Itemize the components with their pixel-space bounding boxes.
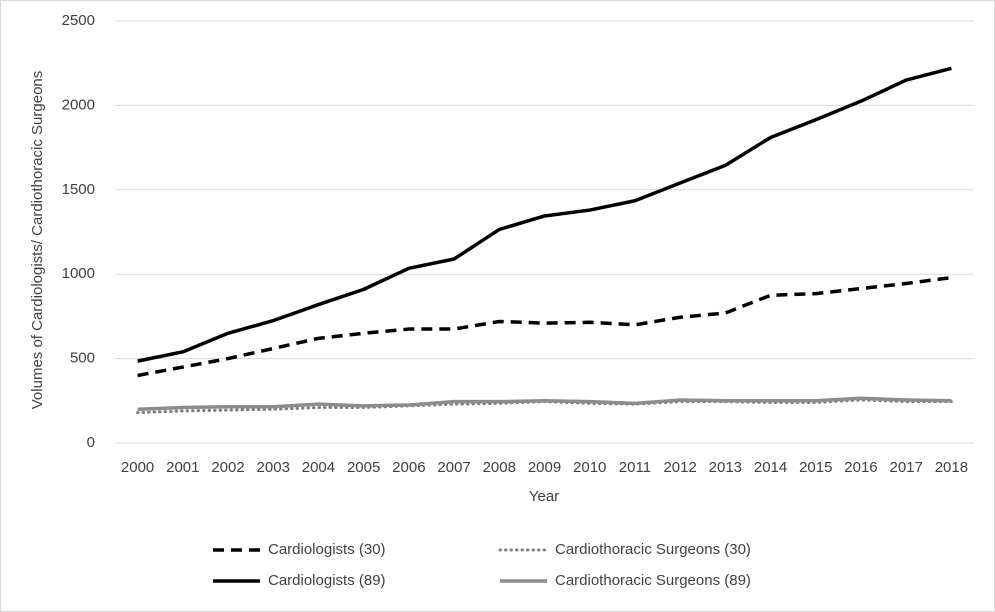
series-line — [137, 66, 952, 363]
y-tick-label: 0 — [87, 434, 95, 451]
y-tick-label: 2500 — [62, 12, 95, 29]
y-tick-label: 1500 — [62, 181, 95, 198]
x-tick-label: 2012 — [663, 459, 696, 476]
x-tick-label: 2014 — [754, 459, 787, 476]
x-tick-label: 2013 — [709, 459, 742, 476]
y-tick-label: 1000 — [62, 265, 95, 282]
legend-label: Cardiothoracic Surgeons (89) — [555, 572, 751, 589]
x-tick-label: 2005 — [347, 459, 380, 476]
x-tick-label: 2003 — [257, 459, 290, 476]
legend-label: Cardiologists (89) — [268, 572, 386, 589]
x-tick-label: 2006 — [392, 459, 425, 476]
x-tick-label: 2015 — [799, 459, 832, 476]
x-tick-label: 2002 — [211, 459, 244, 476]
x-tick-label: 2004 — [302, 459, 335, 476]
x-tick-label: 2017 — [889, 459, 922, 476]
x-tick-label: 2007 — [437, 459, 470, 476]
y-tick-label: 500 — [70, 350, 95, 367]
x-tick-label: 2010 — [573, 459, 606, 476]
legend-label: Cardiologists (30) — [268, 541, 386, 558]
series-line — [137, 396, 952, 411]
x-tick-label: 2011 — [619, 459, 651, 476]
series-line — [137, 275, 952, 378]
x-axis-label: Year — [529, 488, 559, 505]
x-tick-label: 2008 — [483, 459, 516, 476]
x-tick-label: 2000 — [121, 459, 154, 476]
legend-label: Cardiothoracic Surgeons (30) — [555, 541, 751, 558]
x-tick-label: 2009 — [528, 459, 561, 476]
y-tick-label: 2000 — [62, 96, 95, 113]
y-axis-label: Volumes of Cardiologists/ Cardiothoracic… — [29, 71, 46, 410]
x-tick-label: 2016 — [844, 459, 877, 476]
x-tick-label: 2018 — [935, 459, 968, 476]
x-tick-label: 2001 — [166, 459, 199, 476]
